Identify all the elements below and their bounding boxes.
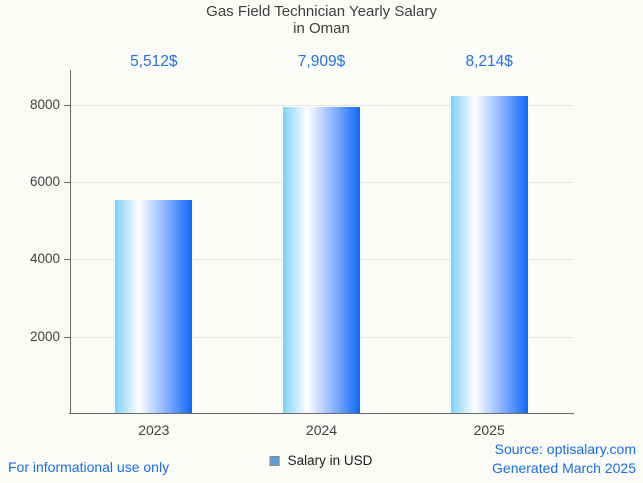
legend: Salary in USD <box>269 453 373 468</box>
y-tick-mark-2000 <box>64 336 70 338</box>
x-tick-label-2024: 2024 <box>305 422 338 438</box>
source-block: Source: optisalary.com Generated March 2… <box>492 440 636 478</box>
y-axis-line <box>70 70 71 414</box>
chart-title-line1: Gas Field Technician Yearly Salary <box>206 3 437 20</box>
chart-title-line2: in Oman <box>293 20 350 37</box>
value-label-2024: 7,909$ <box>297 53 346 70</box>
y-tick-label-8000: 8000 <box>29 96 60 112</box>
legend-label: Salary in USD <box>287 453 373 468</box>
y-tick-label-6000: 6000 <box>29 174 60 190</box>
legend-square-icon <box>269 455 280 466</box>
generated-date: Generated March 2025 <box>492 460 636 476</box>
bar-2023[interactable] <box>115 200 193 413</box>
y-tick-mark-4000 <box>64 259 70 261</box>
y-tick-label-2000: 2000 <box>29 328 60 344</box>
bar-2024[interactable] <box>283 107 360 413</box>
x-tick-label-2025: 2025 <box>473 422 505 438</box>
x-tick-label-2023: 2023 <box>138 422 170 438</box>
gridline-8000 <box>71 104 573 106</box>
chart-title: Gas Field Technician Yearly Salary in Om… <box>0 3 643 37</box>
value-label-2023: 5,512$ <box>130 53 178 70</box>
x-axis-line <box>69 413 574 415</box>
y-tick-label-4000: 4000 <box>29 251 60 267</box>
y-tick-mark-6000 <box>64 182 70 184</box>
disclaimer-text: For informational use only <box>8 459 170 475</box>
value-label-2025: 8,214$ <box>465 53 513 70</box>
y-tick-mark-8000 <box>64 104 70 106</box>
bar-2025[interactable] <box>450 95 528 413</box>
source-link[interactable]: Source: optisalary.com <box>494 441 636 457</box>
